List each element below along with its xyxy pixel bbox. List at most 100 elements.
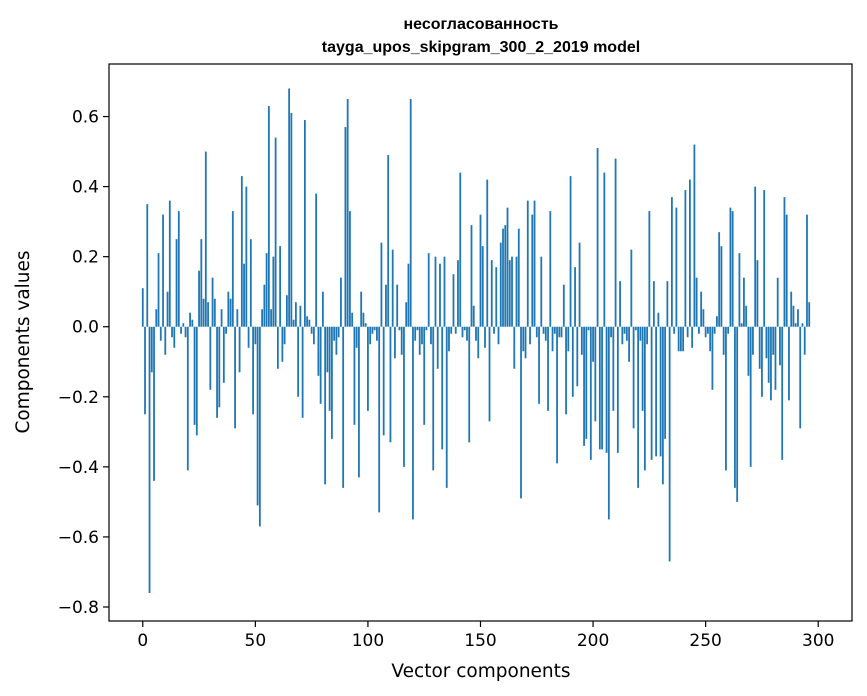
bar-85 bbox=[333, 326, 336, 341]
bar-120 bbox=[412, 326, 414, 520]
bar-277 bbox=[765, 326, 768, 359]
bar-159 bbox=[499, 242, 502, 327]
bar-204 bbox=[601, 326, 603, 450]
bar-131 bbox=[436, 326, 439, 369]
bar-146 bbox=[470, 225, 473, 327]
bar-269 bbox=[747, 326, 750, 376]
y-tick-label: −0.2 bbox=[58, 388, 99, 408]
bar-72 bbox=[303, 120, 306, 327]
bar-73 bbox=[306, 316, 309, 327]
bar-51 bbox=[256, 326, 259, 506]
x-tick-label: 0 bbox=[137, 631, 148, 651]
bar-3 bbox=[148, 326, 151, 593]
bar-1 bbox=[144, 326, 146, 415]
bar-71 bbox=[301, 326, 304, 418]
bar-21 bbox=[189, 312, 191, 327]
bar-156 bbox=[493, 326, 495, 334]
bar-185 bbox=[558, 326, 561, 338]
bar-236 bbox=[673, 326, 676, 334]
bar-234 bbox=[668, 326, 671, 562]
bar-43 bbox=[238, 326, 241, 373]
bar-14 bbox=[173, 326, 176, 348]
bar-23 bbox=[193, 326, 196, 425]
bar-197 bbox=[585, 326, 588, 439]
bar-249 bbox=[702, 309, 705, 327]
bar-13 bbox=[171, 326, 173, 338]
bar-87 bbox=[337, 326, 340, 338]
bar-174 bbox=[533, 200, 536, 327]
bar-65 bbox=[288, 88, 291, 327]
bar-97 bbox=[360, 291, 363, 327]
bar-26 bbox=[200, 239, 203, 327]
bar-40 bbox=[231, 211, 234, 327]
bar-37 bbox=[225, 326, 227, 334]
bar-154 bbox=[488, 326, 491, 422]
bar-69 bbox=[297, 326, 300, 397]
bar-244 bbox=[691, 326, 694, 348]
bar-228 bbox=[655, 326, 658, 457]
bar-243 bbox=[688, 179, 691, 327]
bar-163 bbox=[508, 260, 511, 327]
bar-180 bbox=[547, 326, 549, 411]
bar-122 bbox=[416, 326, 419, 331]
bar-148 bbox=[475, 326, 477, 341]
x-tick-label: 200 bbox=[577, 631, 609, 651]
bar-214 bbox=[623, 326, 626, 334]
bar-96 bbox=[358, 326, 360, 478]
bar-145 bbox=[468, 326, 471, 443]
bar-77 bbox=[315, 193, 318, 327]
bar-117 bbox=[405, 302, 408, 327]
bar-126 bbox=[425, 326, 428, 331]
bar-38 bbox=[227, 291, 230, 327]
bar-17 bbox=[180, 326, 182, 334]
bar-49 bbox=[252, 326, 254, 415]
x-tick-label: 300 bbox=[802, 631, 834, 651]
bar-112 bbox=[394, 326, 396, 359]
bar-36 bbox=[222, 326, 225, 383]
bar-141 bbox=[459, 172, 462, 327]
bar-262 bbox=[731, 211, 734, 327]
bar-248 bbox=[700, 291, 703, 327]
bar-137 bbox=[450, 326, 453, 334]
bar-30 bbox=[209, 326, 212, 390]
bar-31 bbox=[211, 277, 214, 327]
bar-238 bbox=[677, 326, 680, 352]
bar-89 bbox=[342, 326, 345, 488]
bar-140 bbox=[457, 260, 459, 327]
bar-161 bbox=[504, 225, 507, 327]
bar-0 bbox=[141, 288, 144, 327]
bar-274 bbox=[758, 326, 761, 369]
bar-44 bbox=[240, 176, 243, 327]
bar-32 bbox=[213, 298, 216, 327]
bar-253 bbox=[711, 326, 714, 390]
bar-35 bbox=[220, 309, 223, 327]
bar-92 bbox=[349, 211, 351, 327]
bar-63 bbox=[283, 326, 286, 345]
bar-91 bbox=[346, 99, 349, 327]
bar-190 bbox=[569, 176, 572, 327]
bar-12 bbox=[168, 200, 171, 327]
bar-124 bbox=[421, 326, 423, 345]
bar-210 bbox=[614, 158, 617, 327]
bar-50 bbox=[254, 326, 257, 345]
bar-196 bbox=[583, 326, 585, 446]
bar-11 bbox=[166, 291, 169, 327]
bar-250 bbox=[704, 326, 707, 338]
bar-62 bbox=[281, 326, 284, 362]
bars-group bbox=[141, 88, 811, 593]
bar-202 bbox=[596, 148, 599, 327]
x-tick-label: 250 bbox=[689, 631, 721, 651]
bar-246 bbox=[695, 277, 698, 327]
bar-176 bbox=[538, 326, 540, 404]
bar-68 bbox=[294, 302, 297, 327]
bar-252 bbox=[709, 326, 712, 352]
bar-186 bbox=[560, 326, 563, 338]
bar-139 bbox=[454, 326, 457, 334]
bar-188 bbox=[565, 326, 567, 415]
bar-169 bbox=[522, 326, 525, 352]
bar-80 bbox=[321, 291, 324, 327]
bar-105 bbox=[378, 326, 381, 513]
bar-149 bbox=[477, 326, 480, 359]
bar-22 bbox=[191, 319, 194, 327]
bar-260 bbox=[727, 326, 730, 334]
